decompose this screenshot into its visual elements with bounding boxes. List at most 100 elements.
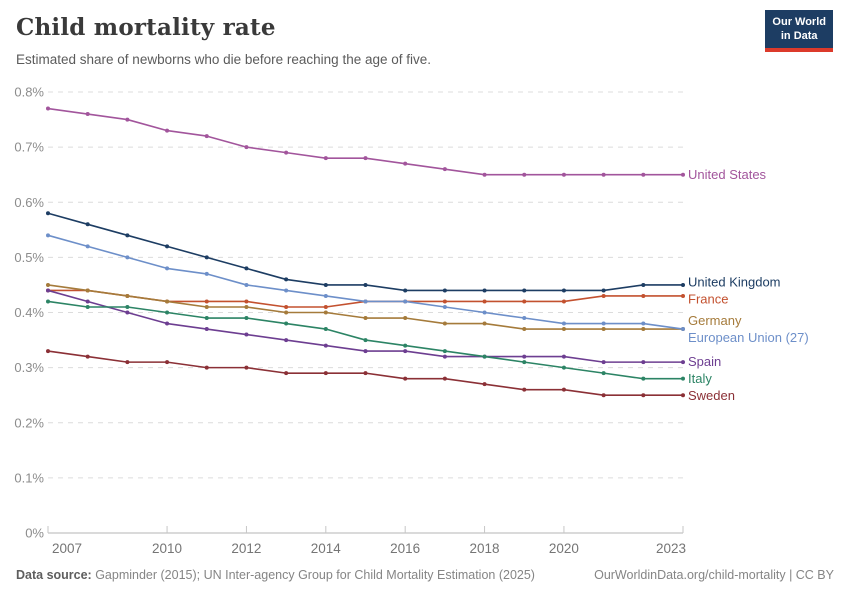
point-sweden: [403, 376, 408, 381]
point-germany: [85, 288, 90, 293]
point-united-kingdom: [522, 288, 527, 293]
point-european-union-27: [244, 282, 249, 287]
point-sweden: [681, 393, 685, 398]
series-united-states: [46, 106, 685, 177]
point-spain: [681, 360, 685, 365]
point-united-kingdom: [284, 277, 289, 282]
point-european-union-27: [46, 233, 50, 238]
point-united-kingdom: [482, 288, 487, 293]
point-spain: [85, 299, 90, 304]
point-united-states: [46, 106, 50, 111]
x-tick-label: 2016: [390, 541, 420, 556]
point-united-states: [561, 172, 566, 177]
point-sweden: [323, 371, 328, 376]
point-spain: [442, 354, 447, 359]
point-italy: [363, 338, 368, 343]
point-sweden: [46, 349, 50, 354]
owid-link[interactable]: OurWorldinData.org/child-mortality | CC …: [594, 568, 834, 582]
point-spain: [165, 321, 170, 326]
y-tick-label: 0.3%: [14, 360, 44, 375]
point-united-kingdom: [125, 233, 130, 238]
point-germany: [46, 282, 50, 287]
point-european-union-27: [363, 299, 368, 304]
point-italy: [323, 327, 328, 332]
series-united-kingdom: [46, 211, 685, 293]
y-tick-label: 0.8%: [14, 85, 44, 100]
point-united-kingdom: [601, 288, 606, 293]
point-germany: [284, 310, 289, 315]
point-france: [442, 299, 447, 304]
point-sweden: [522, 387, 527, 392]
point-italy: [46, 299, 50, 304]
point-european-union-27: [482, 310, 487, 315]
series-label-european-union-27[interactable]: European Union (27): [688, 330, 809, 345]
point-sweden: [284, 371, 289, 376]
y-tick-label: 0.1%: [14, 470, 44, 485]
point-spain: [403, 349, 408, 354]
point-european-union-27: [323, 293, 328, 298]
point-france: [244, 299, 249, 304]
point-united-kingdom: [442, 288, 447, 293]
y-tick-label: 0.5%: [14, 250, 44, 265]
point-italy: [522, 360, 527, 365]
point-united-kingdom: [165, 244, 170, 249]
point-france: [681, 293, 685, 298]
point-spain: [244, 332, 249, 337]
point-european-union-27: [165, 266, 170, 271]
point-united-states: [125, 117, 130, 122]
point-european-union-27: [442, 304, 447, 309]
line-united-kingdom: [47, 212, 684, 292]
point-france: [482, 299, 487, 304]
series-label-sweden[interactable]: Sweden: [688, 388, 735, 403]
series-label-germany[interactable]: Germany: [688, 313, 742, 328]
series-label-united-kingdom[interactable]: United Kingdom: [688, 274, 781, 289]
x-tick-label: 2007: [52, 541, 82, 556]
series-label-united-states[interactable]: United States: [688, 167, 767, 182]
point-sweden: [204, 365, 209, 370]
point-united-states: [403, 161, 408, 166]
line-germany: [47, 284, 684, 330]
point-italy: [403, 343, 408, 348]
point-european-union-27: [204, 271, 209, 276]
owid-logo: Our World in Data: [765, 10, 833, 52]
point-united-kingdom: [403, 288, 408, 293]
point-sweden: [244, 365, 249, 370]
point-germany: [204, 304, 209, 309]
line-united-states: [47, 107, 684, 176]
point-united-states: [363, 156, 368, 161]
point-sweden: [482, 382, 487, 387]
point-italy: [125, 304, 130, 309]
series-label-spain[interactable]: Spain: [688, 354, 721, 369]
point-united-states: [204, 134, 209, 139]
point-italy: [85, 304, 90, 309]
point-united-kingdom: [85, 222, 90, 227]
point-spain: [46, 288, 50, 293]
point-united-kingdom: [244, 266, 249, 271]
point-united-kingdom: [561, 288, 566, 293]
series-label-france[interactable]: France: [688, 291, 728, 306]
point-united-states: [641, 172, 646, 177]
point-italy: [482, 354, 487, 359]
point-france: [601, 293, 606, 298]
point-spain: [561, 354, 566, 359]
y-tick-label: 0.7%: [14, 140, 44, 155]
point-france: [561, 299, 566, 304]
point-united-states: [284, 150, 289, 155]
point-italy: [561, 365, 566, 370]
point-united-kingdom: [46, 211, 50, 216]
point-germany: [125, 293, 130, 298]
point-spain: [601, 360, 606, 365]
point-italy: [284, 321, 289, 326]
point-spain: [363, 349, 368, 354]
point-united-states: [681, 172, 685, 177]
point-sweden: [125, 360, 130, 365]
point-spain: [125, 310, 130, 315]
logo-line-2: in Data: [780, 30, 818, 43]
point-european-union-27: [125, 255, 130, 260]
point-european-union-27: [561, 321, 566, 326]
point-france: [284, 304, 289, 309]
x-tick-label: 2014: [311, 541, 342, 556]
series-label-italy[interactable]: Italy: [688, 371, 712, 386]
point-united-kingdom: [363, 282, 368, 287]
point-united-states: [85, 112, 90, 117]
